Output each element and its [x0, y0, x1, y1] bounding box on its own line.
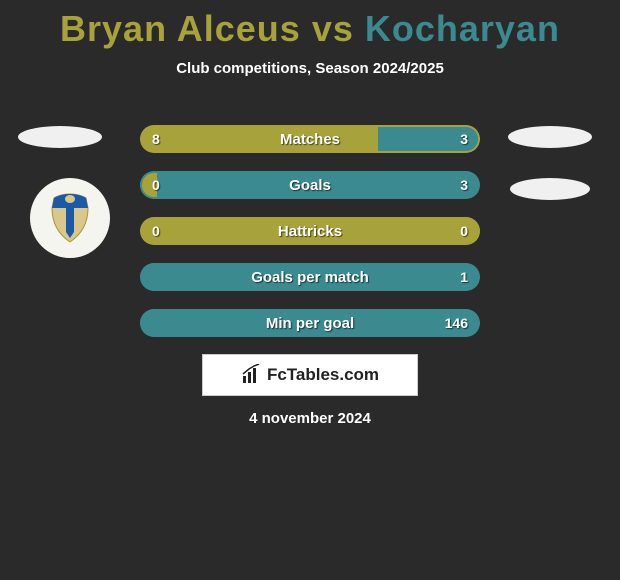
stat-value-right: 3	[460, 125, 468, 153]
comparison-title: Bryan Alceus vs Kocharyan	[0, 0, 620, 50]
club-badge	[30, 178, 110, 258]
branding-text: FcTables.com	[267, 365, 379, 385]
placeholder-oval	[510, 178, 590, 200]
stat-row: Goals per match1	[140, 263, 480, 291]
stat-row: Matches8 3	[140, 125, 480, 153]
vs-text: vs	[312, 8, 354, 49]
stat-row: Hattricks0 0	[140, 217, 480, 245]
chart-icon	[241, 364, 263, 386]
stat-label: Goals per match	[140, 263, 480, 291]
player1-name: Bryan Alceus	[60, 8, 301, 49]
stat-value-left: 0	[152, 217, 160, 245]
club-crest-icon	[40, 188, 100, 248]
stats-panel: Matches83Goals03Hattricks00Goals per mat…	[140, 125, 480, 355]
stat-value-left: 8	[152, 125, 160, 153]
stat-label: Goals	[140, 171, 480, 199]
stat-label: Matches	[140, 125, 480, 153]
stat-row: Min per goal146	[140, 309, 480, 337]
stat-value-right: 146	[445, 309, 468, 337]
stat-value-right: 1	[460, 263, 468, 291]
player2-name: Kocharyan	[365, 8, 560, 49]
placeholder-oval	[18, 126, 102, 148]
stat-value-right: 0	[460, 217, 468, 245]
placeholder-oval	[508, 126, 592, 148]
stat-label: Hattricks	[140, 217, 480, 245]
stat-row: Goals0 3	[140, 171, 480, 199]
date-text: 4 november 2024	[0, 410, 620, 427]
stat-value-left: 0	[152, 171, 160, 199]
stat-label: Min per goal	[140, 309, 480, 337]
branding-box: FcTables.com	[202, 354, 418, 396]
subtitle: Club competitions, Season 2024/2025	[0, 60, 620, 77]
stat-value-right: 3	[460, 171, 468, 199]
